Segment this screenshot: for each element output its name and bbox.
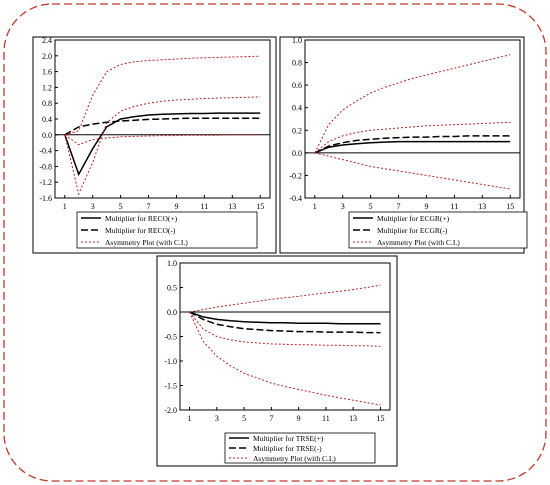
positive-multiplier-line [189, 311, 381, 325]
x-tick-label: 1 [63, 202, 67, 211]
chart-panel-1: 2.42.01.61.20.80.40.0-0.4-0.8-1.2-1.61 3 5… [32, 36, 277, 254]
legend-box [348, 211, 528, 249]
x-tick-label: 7 [397, 202, 401, 211]
legend-entry: Multiplier for RECO(+) [105, 214, 178, 223]
y-tick-label: -0.8 [39, 162, 52, 171]
ci-bound-line [314, 152, 511, 190]
chart-panel-2: 1.00.80.60.40.20.0-0.2-0.41 3 5 7 9 11 13 15Mul… [279, 36, 528, 254]
negative-multiplier-line [314, 135, 511, 154]
x-tick-label: 11 [322, 414, 330, 423]
y-tick-label: 1.2 [42, 83, 52, 92]
ci-bound-line [189, 311, 381, 406]
x-tick-label: 1 [188, 414, 192, 423]
legend: Multiplier for RECO(+) Multiplier for REC… [76, 211, 258, 249]
legend-entry: Asymmetry Plot (with C.I.) [253, 454, 336, 463]
y-tick-label: 2.4 [42, 36, 52, 45]
x-tick-label: 3 [215, 414, 219, 423]
negative-multiplier-line [189, 311, 381, 334]
legend: Multiplier for TRSE(+)Multiplier for TRS… [224, 432, 376, 464]
legend-box [224, 432, 376, 464]
x-tick-label: 9 [174, 202, 178, 211]
legend-entry: Asymmetry Plot (with C.I.) [377, 238, 460, 247]
y-tick-label: 1.0 [292, 36, 302, 45]
x-tick-label: 3 [91, 202, 95, 211]
y-tick-label: 0.5 [167, 284, 177, 293]
legend-entry: Multiplier for TRSE(+) [253, 434, 324, 443]
y-tick-label: 0.0 [292, 149, 302, 158]
ci-bound-line [189, 311, 381, 347]
x-tick-label: 15 [506, 202, 514, 211]
x-tick-label: 7 [147, 202, 151, 211]
x-tick-label: 9 [297, 414, 301, 423]
y-tick-label: -0.2 [289, 171, 302, 180]
ci-bound-line [189, 284, 381, 313]
y-tick-label: -1.5 [164, 382, 177, 391]
y-tick-label: 1.0 [167, 259, 177, 268]
y-tick-label: -2.0 [164, 406, 177, 415]
ci-bound-line [314, 54, 511, 154]
legend-entry: Multiplier for ECGR(-) [377, 226, 448, 235]
y-tick-label: 0.2 [292, 126, 302, 135]
y-tick-label: 0.8 [292, 59, 302, 68]
x-tick-label: 11 [201, 202, 209, 211]
x-tick-label: 13 [349, 414, 357, 423]
x-tick-label: 1 [313, 202, 317, 211]
positive-multiplier-line [64, 112, 261, 177]
x-tick-label: 5 [369, 202, 373, 211]
y-tick-label: 0.6 [292, 81, 302, 90]
legend-entry: Asymmetry Plot (with C.I.) [105, 238, 188, 247]
negative-multiplier-line [64, 117, 261, 136]
legend-entry: Multiplier for TRSE(-) [253, 444, 322, 453]
ci-bound-line [314, 121, 511, 154]
y-tick-label: 0.4 [42, 115, 52, 124]
ci-bound-line [64, 134, 261, 146]
x-tick-label: 13 [478, 202, 486, 211]
legend-entry: Multiplier for ECGR(+) [377, 214, 450, 223]
y-tick-label: -1.2 [39, 178, 52, 187]
y-tick-label: 2.0 [42, 52, 52, 61]
x-tick-label: 5 [119, 202, 123, 211]
y-tick-label: -1.6 [39, 194, 52, 203]
y-tick-label: -0.4 [289, 194, 302, 203]
panel-frame [156, 255, 398, 467]
x-tick-label: 11 [451, 202, 459, 211]
y-tick-label: 0.8 [42, 99, 52, 108]
legend-entry: Multiplier for RECO(-) [105, 226, 176, 235]
ci-bound-line [64, 96, 261, 196]
y-tick-label: -1.0 [164, 357, 177, 366]
legend: Multiplier for ECGR(+) Multiplier for ECG… [348, 211, 528, 249]
positive-multiplier-line [314, 140, 511, 154]
x-tick-label: 15 [376, 414, 384, 423]
y-tick-label: -0.4 [39, 147, 52, 156]
x-tick-label: 5 [242, 414, 246, 423]
plot-area [304, 39, 521, 199]
outer-rounded-border [3, 3, 547, 482]
y-tick-label: 1.6 [42, 68, 52, 77]
y-tick-label: 0.0 [167, 308, 177, 317]
chart-panel-3: 1.00.50.0-0.5-1.0-1.5-2.01 3 5 7 9 11 13 15Mult… [156, 255, 398, 467]
x-tick-label: 9 [424, 202, 428, 211]
y-tick-label: 0.4 [292, 104, 302, 113]
x-tick-label: 7 [269, 414, 273, 423]
y-tick-label: -0.5 [164, 333, 177, 342]
ci-bound-line [64, 55, 261, 136]
x-tick-label: 13 [228, 202, 236, 211]
x-tick-label: 15 [256, 202, 264, 211]
x-tick-label: 3 [341, 202, 345, 211]
y-tick-label: 0.0 [42, 131, 52, 140]
legend-box [76, 211, 258, 249]
